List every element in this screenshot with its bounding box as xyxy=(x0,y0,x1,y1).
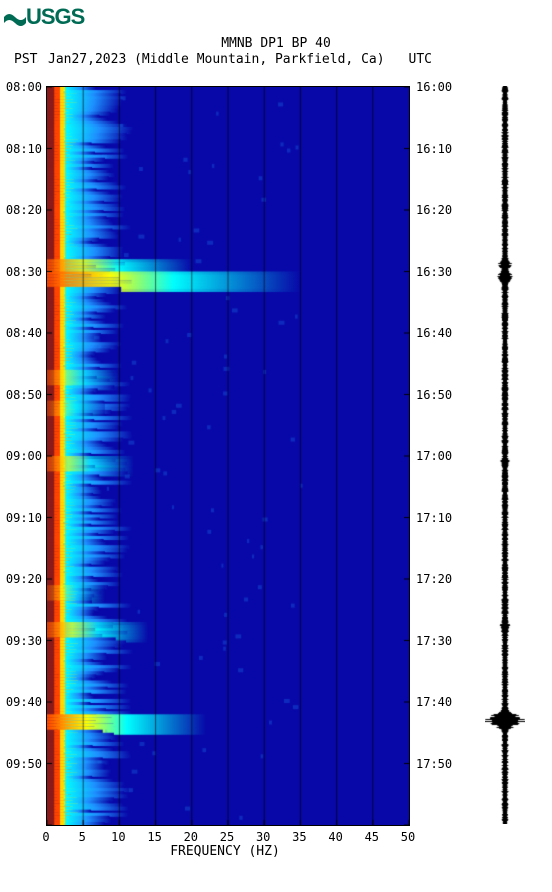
y-left-tick: 08:10 xyxy=(2,142,42,156)
x-tick: 10 xyxy=(108,830,128,844)
y-left-tick: 08:00 xyxy=(2,80,42,94)
y-right-tick: 16:10 xyxy=(416,142,466,156)
y-left-tick: 09:00 xyxy=(2,449,42,463)
y-left-tick: 09:10 xyxy=(2,511,42,525)
date-location: Jan27,2023 (Middle Mountain, Parkfield, … xyxy=(48,52,385,67)
y-right-tick: 16:50 xyxy=(416,388,466,402)
y-right-tick: 17:30 xyxy=(416,634,466,648)
y-left-tick: 09:30 xyxy=(2,634,42,648)
y-right-tick: 17:40 xyxy=(416,695,466,709)
x-axis-label: FREQUENCY (HZ) xyxy=(0,844,450,859)
pst-label: PST xyxy=(14,52,37,67)
waveform-trace xyxy=(485,86,525,824)
y-right-tick: 17:20 xyxy=(416,572,466,586)
y-right-tick: 17:00 xyxy=(416,449,466,463)
x-tick: 25 xyxy=(217,830,237,844)
y-left-tick: 08:40 xyxy=(2,326,42,340)
x-tick: 15 xyxy=(145,830,165,844)
y-left-tick: 09:40 xyxy=(2,695,42,709)
utc-label: UTC xyxy=(409,52,432,67)
y-left-tick: 09:20 xyxy=(2,572,42,586)
spectrogram-plot xyxy=(46,86,410,826)
logo-text: USGS xyxy=(26,4,84,29)
x-tick: 40 xyxy=(326,830,346,844)
y-right-tick: 16:30 xyxy=(416,265,466,279)
x-tick: 20 xyxy=(181,830,201,844)
y-right-tick: 16:40 xyxy=(416,326,466,340)
y-left-tick: 08:20 xyxy=(2,203,42,217)
x-tick: 5 xyxy=(72,830,92,844)
y-right-tick: 16:20 xyxy=(416,203,466,217)
y-left-tick: 08:30 xyxy=(2,265,42,279)
y-left-tick: 09:50 xyxy=(2,757,42,771)
y-right-tick: 16:00 xyxy=(416,80,466,94)
y-left-tick: 08:50 xyxy=(2,388,42,402)
x-tick: 30 xyxy=(253,830,273,844)
plot-title: MMNB DP1 BP 40 xyxy=(0,36,552,51)
x-tick: 35 xyxy=(289,830,309,844)
x-tick: 0 xyxy=(36,830,56,844)
usgs-logo: USGS xyxy=(4,4,84,30)
y-right-tick: 17:50 xyxy=(416,757,466,771)
y-right-tick: 17:10 xyxy=(416,511,466,525)
x-tick: 50 xyxy=(398,830,418,844)
x-tick: 45 xyxy=(362,830,382,844)
